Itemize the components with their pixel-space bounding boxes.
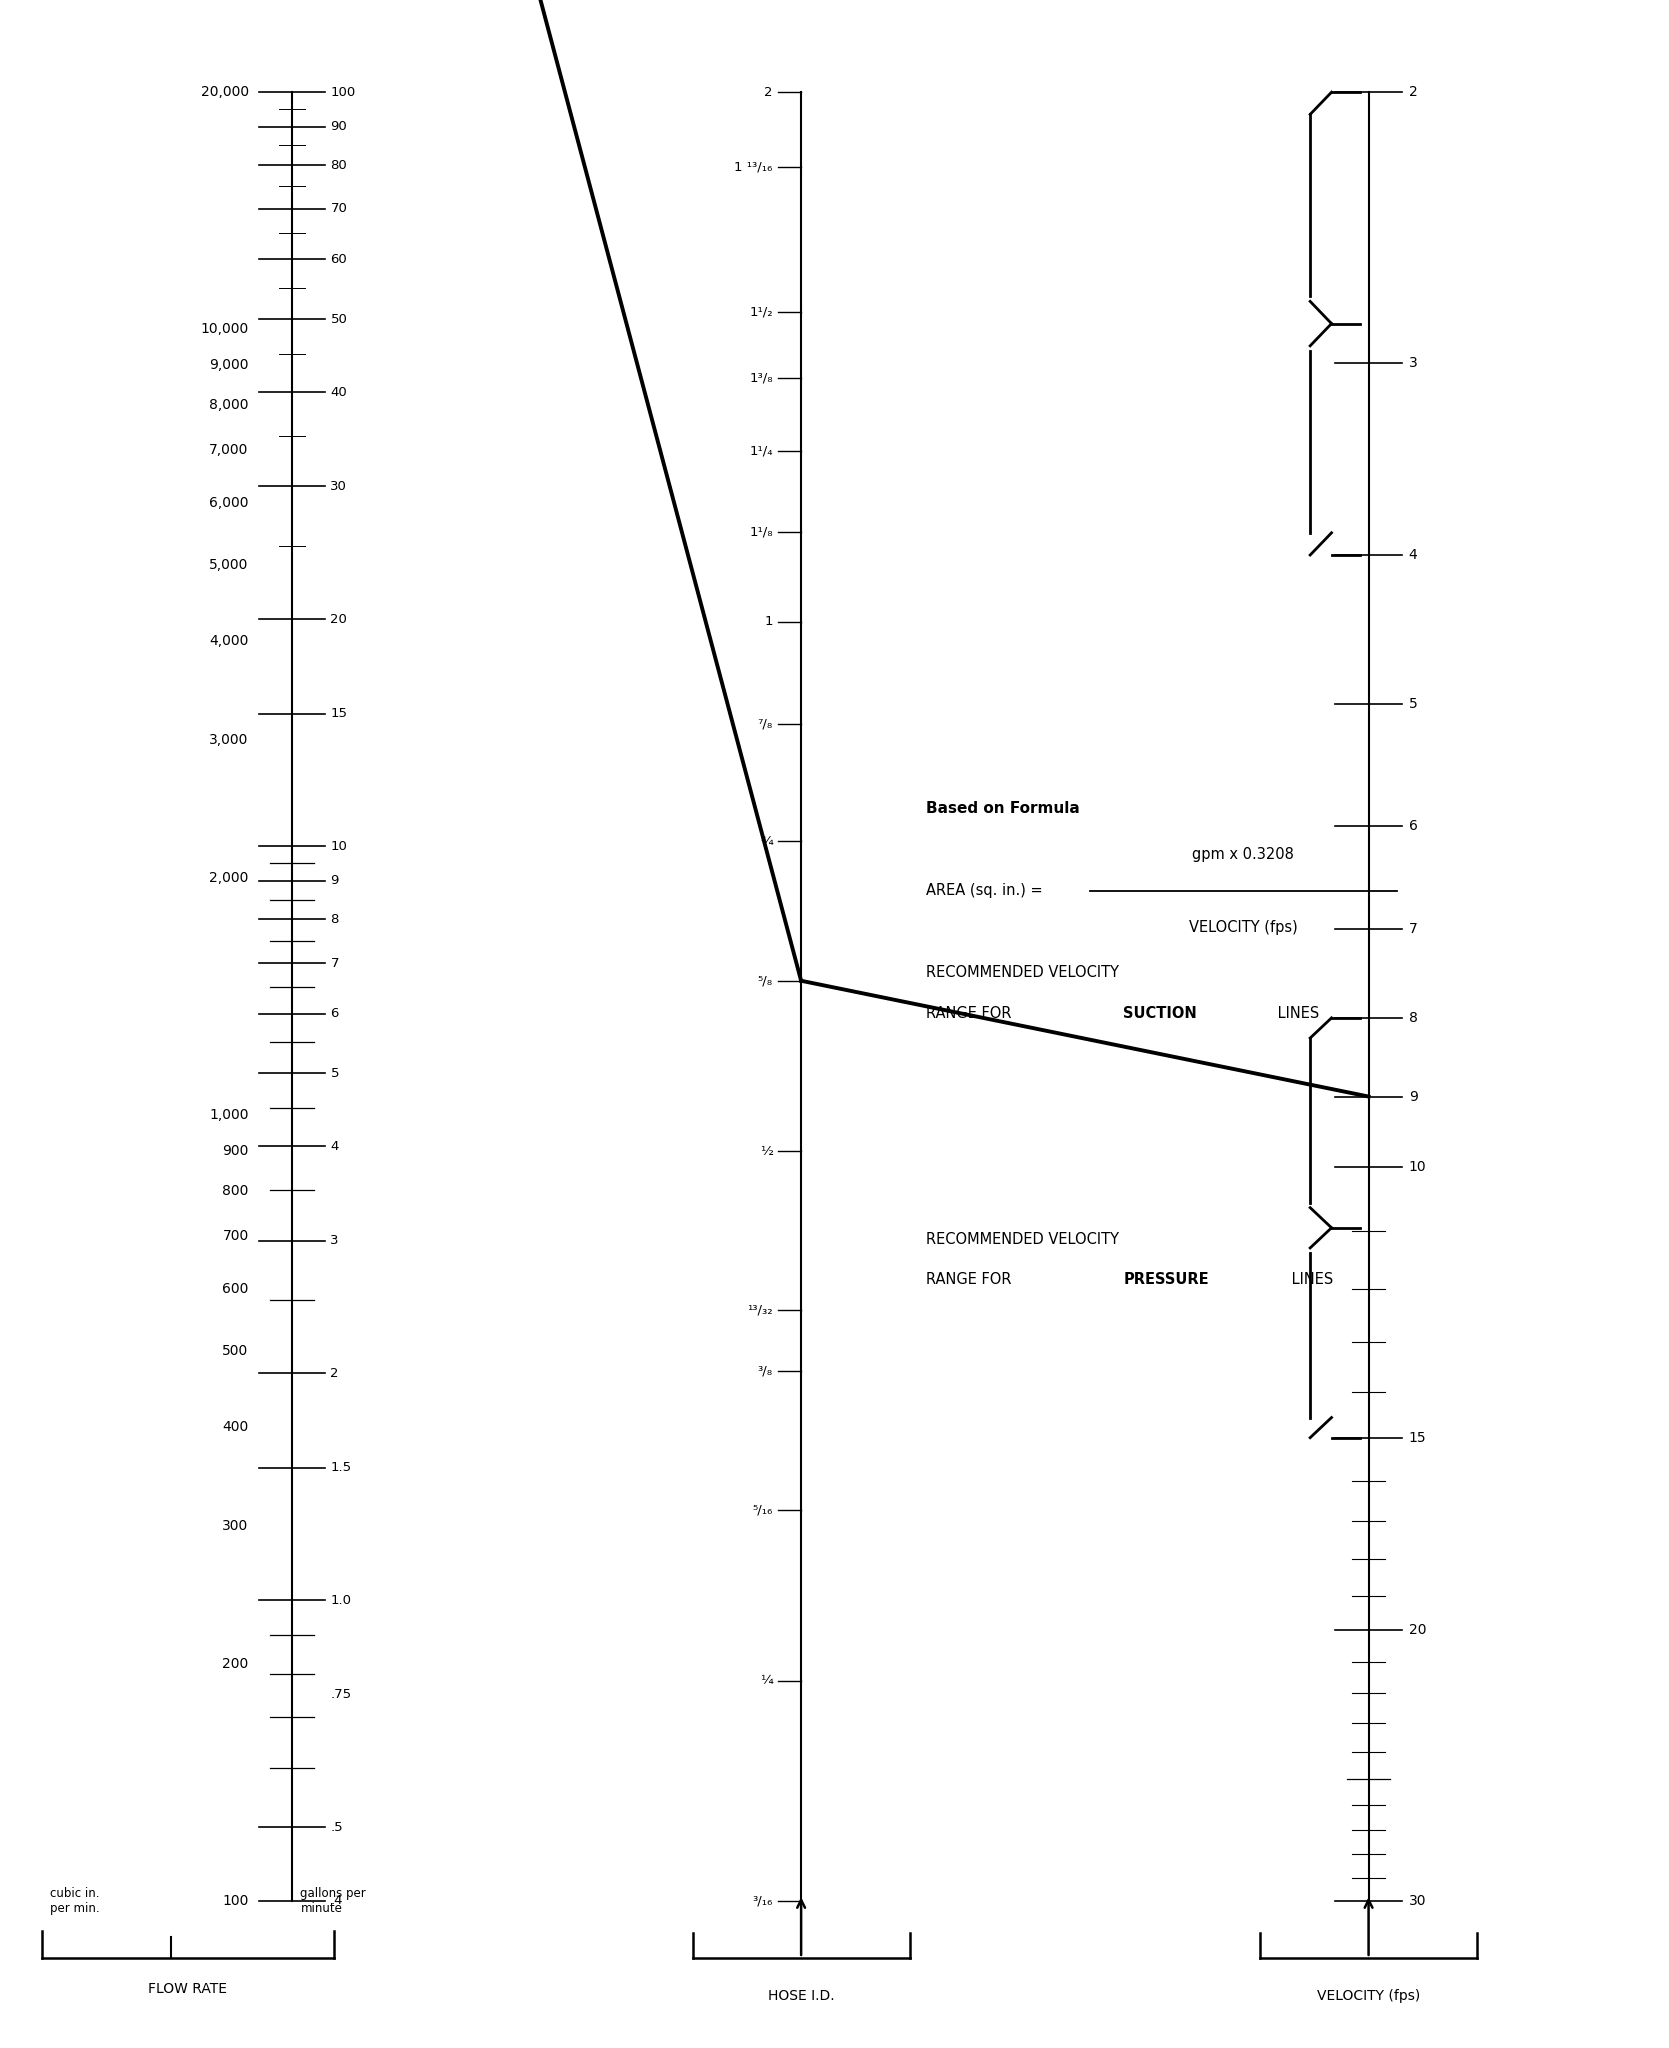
Text: 400: 400 xyxy=(222,1421,249,1434)
Text: 100: 100 xyxy=(330,86,355,98)
Text: 15: 15 xyxy=(330,707,347,721)
Text: 2: 2 xyxy=(1409,86,1417,98)
Text: 6: 6 xyxy=(1409,819,1417,834)
Text: .5: .5 xyxy=(330,1821,344,1833)
Text: 90: 90 xyxy=(330,121,347,133)
Text: 5,000: 5,000 xyxy=(209,559,249,571)
Text: 40: 40 xyxy=(330,385,347,399)
Text: ⁷/₈: ⁷/₈ xyxy=(758,717,773,731)
Text: PRESSURE: PRESSURE xyxy=(1123,1272,1208,1288)
Text: 80: 80 xyxy=(330,160,347,172)
Text: 10: 10 xyxy=(330,840,347,852)
Text: 800: 800 xyxy=(222,1184,249,1198)
Text: 5: 5 xyxy=(330,1067,339,1079)
Text: 20: 20 xyxy=(1409,1622,1425,1636)
Text: 1¹/₄: 1¹/₄ xyxy=(749,444,773,457)
Text: ⁵/₈: ⁵/₈ xyxy=(758,975,773,987)
Text: AREA (sq. in.) =: AREA (sq. in.) = xyxy=(926,883,1043,899)
Text: 1: 1 xyxy=(764,614,773,629)
Text: 200: 200 xyxy=(222,1657,249,1671)
Text: 10: 10 xyxy=(1409,1159,1427,1174)
Text: 9,000: 9,000 xyxy=(209,358,249,371)
Text: 900: 900 xyxy=(222,1143,249,1157)
Text: 1¹/₂: 1¹/₂ xyxy=(749,305,773,317)
Text: 9: 9 xyxy=(330,874,339,887)
Text: 20: 20 xyxy=(330,612,347,627)
Text: 100: 100 xyxy=(222,1894,249,1907)
Text: 300: 300 xyxy=(222,1518,249,1532)
Text: 60: 60 xyxy=(330,254,347,266)
Text: VELOCITY (fps): VELOCITY (fps) xyxy=(1317,1989,1420,2003)
Text: 1.5: 1.5 xyxy=(330,1460,352,1475)
Text: LINES: LINES xyxy=(1273,1006,1320,1022)
Text: 7,000: 7,000 xyxy=(209,444,249,457)
Text: 2: 2 xyxy=(764,86,773,98)
Text: gpm x 0.3208: gpm x 0.3208 xyxy=(1192,846,1295,862)
Text: 1³/₈: 1³/₈ xyxy=(749,373,773,385)
Text: 500: 500 xyxy=(222,1343,249,1358)
Text: 30: 30 xyxy=(330,479,347,494)
Text: 3: 3 xyxy=(330,1235,339,1247)
Text: 15: 15 xyxy=(1409,1432,1427,1444)
Text: cubic in.
per min.: cubic in. per min. xyxy=(50,1886,100,1915)
Text: ½: ½ xyxy=(759,1145,773,1157)
Text: 3: 3 xyxy=(1409,356,1417,371)
Text: 1.0: 1.0 xyxy=(330,1593,352,1608)
Text: 4: 4 xyxy=(330,1141,339,1153)
Text: 3,000: 3,000 xyxy=(209,733,249,748)
Text: ³/₈: ³/₈ xyxy=(758,1364,773,1378)
Text: 20,000: 20,000 xyxy=(200,86,249,98)
Text: 4: 4 xyxy=(1409,549,1417,561)
Text: 1,000: 1,000 xyxy=(209,1108,249,1122)
Text: 5: 5 xyxy=(1409,696,1417,711)
Text: 10,000: 10,000 xyxy=(200,322,249,336)
Text: ³/₁₆: ³/₁₆ xyxy=(753,1894,773,1907)
Text: 8: 8 xyxy=(1409,1012,1417,1024)
Text: RECOMMENDED VELOCITY: RECOMMENDED VELOCITY xyxy=(926,965,1120,981)
Text: 600: 600 xyxy=(222,1282,249,1296)
Text: 700: 700 xyxy=(222,1229,249,1243)
Text: FLOW RATE: FLOW RATE xyxy=(149,1982,227,1997)
Text: ¾: ¾ xyxy=(759,836,773,848)
Text: SUCTION: SUCTION xyxy=(1123,1006,1197,1022)
Text: 2: 2 xyxy=(330,1366,339,1380)
Text: LINES: LINES xyxy=(1287,1272,1334,1288)
Text: .75: .75 xyxy=(330,1688,352,1702)
Text: Based on Formula: Based on Formula xyxy=(926,801,1080,817)
Text: .4: .4 xyxy=(330,1894,342,1907)
Text: gallons per
minute: gallons per minute xyxy=(300,1886,366,1915)
Text: 6: 6 xyxy=(330,1008,339,1020)
Text: RANGE FOR: RANGE FOR xyxy=(926,1272,1016,1288)
Text: 9: 9 xyxy=(1409,1090,1417,1104)
Text: 7: 7 xyxy=(1409,922,1417,936)
Text: 4,000: 4,000 xyxy=(209,635,249,649)
Text: ⁵/₁₆: ⁵/₁₆ xyxy=(753,1503,773,1518)
Text: HOSE I.D.: HOSE I.D. xyxy=(768,1989,834,2003)
Text: RECOMMENDED VELOCITY: RECOMMENDED VELOCITY xyxy=(926,1231,1120,1247)
Text: ¹³/₃₂: ¹³/₃₂ xyxy=(748,1303,773,1317)
Text: 8: 8 xyxy=(330,913,339,926)
Text: VELOCITY (fps): VELOCITY (fps) xyxy=(1188,920,1298,936)
Text: 50: 50 xyxy=(330,313,347,326)
Text: 6,000: 6,000 xyxy=(209,496,249,510)
Text: 8,000: 8,000 xyxy=(209,397,249,412)
Text: 1¹/₈: 1¹/₈ xyxy=(749,524,773,539)
Text: 1 ¹³/₁₆: 1 ¹³/₁₆ xyxy=(734,162,773,174)
Text: 70: 70 xyxy=(330,203,347,215)
Text: ¼: ¼ xyxy=(759,1675,773,1688)
Text: 30: 30 xyxy=(1409,1894,1425,1907)
Text: 7: 7 xyxy=(330,956,339,969)
Text: 2,000: 2,000 xyxy=(209,870,249,885)
Text: RANGE FOR: RANGE FOR xyxy=(926,1006,1016,1022)
